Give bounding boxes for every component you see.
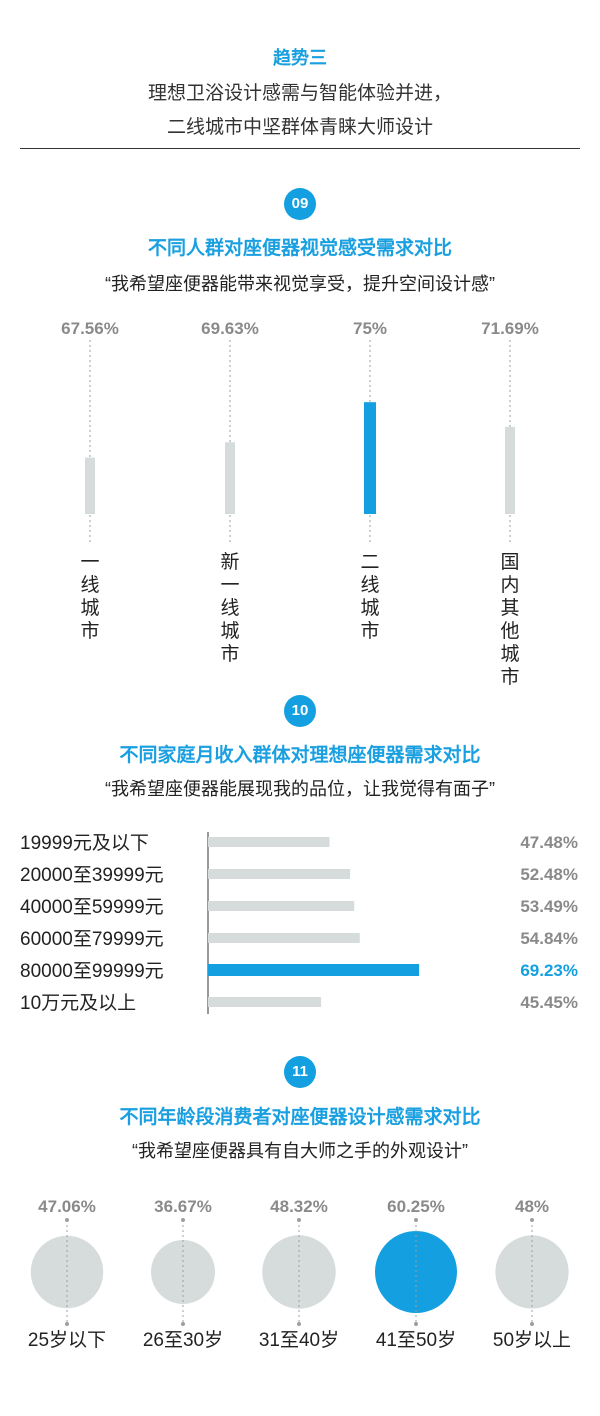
bar	[208, 933, 360, 943]
category-label-char: 市	[220, 643, 239, 665]
bar-value-label: 45.45%	[520, 993, 578, 1012]
guide-dot-bottom	[414, 1322, 418, 1326]
bar	[208, 837, 330, 847]
category-label-char: 国	[500, 552, 519, 573]
category-label: 10万元及以上	[20, 992, 136, 1014]
category-label: 50岁以上	[493, 1329, 571, 1351]
guide-dot-top	[181, 1218, 185, 1222]
bubble-value-label: 47.06%	[38, 1197, 96, 1216]
category-label-char: 一	[80, 552, 99, 573]
category-label-char: 一	[220, 575, 239, 596]
trend-label: 趋势三	[273, 48, 327, 68]
bar	[208, 869, 351, 879]
bar-value-label: 47.48%	[520, 833, 578, 852]
bar-value-label: 52.48%	[520, 865, 578, 884]
category-label-char: 新	[220, 551, 239, 573]
category-label-char: 城	[220, 620, 239, 642]
section-title-09: 不同人群对座便器视觉感受需求对比	[147, 238, 452, 259]
section-badge-10: 10	[284, 695, 316, 727]
bubble-value-label: 36.67%	[154, 1197, 212, 1216]
guide-dot-bottom	[65, 1322, 69, 1326]
bar-value-label: 67.56%	[61, 319, 119, 338]
bubble-value-label: 48.32%	[270, 1197, 328, 1216]
bar-value-label: 71.69%	[481, 319, 539, 338]
category-label-char: 城	[500, 643, 519, 665]
category-label: 26至30岁	[143, 1329, 223, 1351]
category-label: 41至50岁	[376, 1329, 456, 1351]
subtitle-line-2: 二线城市中坚群体青睐大师设计	[166, 117, 433, 138]
guide-dot-top	[414, 1218, 418, 1222]
category-label: 31至40岁	[259, 1329, 339, 1351]
bar-value-label: 69.63%	[201, 319, 259, 338]
bar	[505, 426, 515, 514]
category-label-char: 市	[500, 666, 519, 688]
category-label-char: 二	[360, 552, 379, 573]
section-quote-09: “我希望座便器能带来视觉享受，提升空间设计感”	[105, 274, 495, 294]
bubble-value-label: 48%	[515, 1197, 549, 1216]
category-label-char: 市	[360, 620, 379, 642]
guide-dot-top	[530, 1218, 534, 1222]
category-label-char: 他	[500, 620, 519, 642]
category-label-char: 市	[80, 620, 99, 642]
guide-dot-top	[65, 1218, 69, 1222]
bar-value-label: 53.49%	[520, 897, 578, 916]
guide-dot-bottom	[297, 1322, 301, 1326]
category-label: 60000至79999元	[20, 929, 164, 950]
bar	[208, 997, 322, 1007]
age-bubble-chart: 47.06% 25岁以下 36.67% 26至30岁 48.32% 31至40岁 60.25…	[28, 1197, 571, 1351]
category-label: 25岁以下	[28, 1329, 106, 1351]
bar	[208, 901, 355, 911]
bubble-value-label: 60.25%	[387, 1197, 445, 1216]
section-quote-10: “我希望座便器能展现我的品位，让我觉得有面子”	[105, 779, 495, 799]
bar	[364, 402, 376, 514]
category-label-char: 线	[360, 574, 379, 596]
category-label-char: 城	[360, 597, 379, 619]
category-label-char: 其	[500, 597, 519, 619]
bar	[208, 964, 420, 976]
category-label-char: 内	[500, 574, 519, 596]
bar-value-label: 69.23%	[520, 961, 578, 980]
guide-dot-top	[297, 1218, 301, 1222]
section-badge-11: 11	[284, 1056, 316, 1088]
category-label: 20000至39999元	[20, 865, 164, 886]
category-label: 80000至99999元	[20, 961, 164, 982]
income-horizontal-bar-chart: 19999元及以下 47.48% 20000至39999元 52.48% 40000至5…	[20, 832, 578, 1014]
bar-value-label: 75%	[353, 319, 387, 338]
category-label-char: 线	[80, 574, 99, 596]
bar	[85, 457, 95, 514]
section-title-11: 不同年龄段消费者对座便器设计感需求对比	[119, 1107, 481, 1128]
subtitle-line-1: 理想卫浴设计感需与智能体验并进，	[147, 83, 452, 104]
section-badge-09: 09	[284, 188, 316, 220]
bar	[225, 442, 235, 514]
category-label: 19999元及以下	[20, 833, 149, 854]
section-quote-11: “我希望座便器具有自大师之手的外观设计”	[132, 1141, 468, 1161]
category-label-char: 城	[80, 597, 99, 619]
bar-value-label: 54.84%	[520, 929, 578, 948]
guide-dot-bottom	[181, 1322, 185, 1326]
category-label-char: 线	[220, 597, 239, 619]
guide-dot-bottom	[530, 1322, 534, 1326]
header-divider	[20, 148, 580, 149]
category-label: 40000至59999元	[20, 897, 164, 918]
section-title-10: 不同家庭月收入群体对理想座便器需求对比	[119, 745, 481, 766]
